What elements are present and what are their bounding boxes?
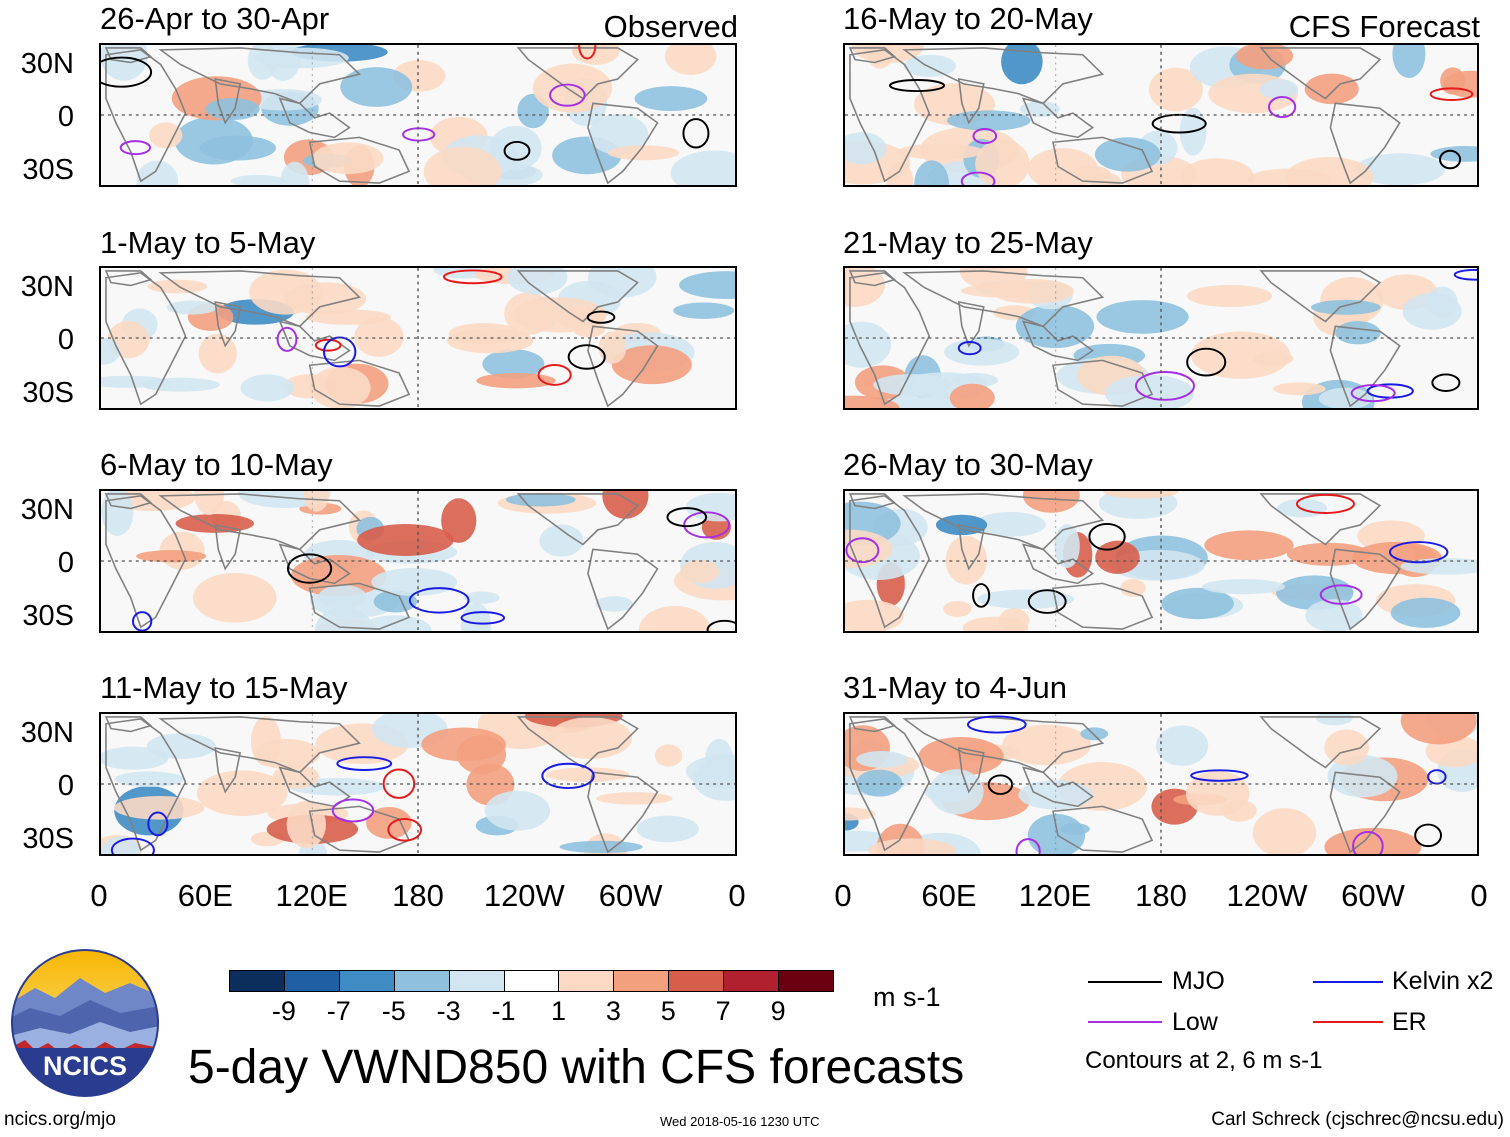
latitude-label: 30S — [22, 600, 74, 632]
ncics-logo: NCICS — [11, 949, 159, 1097]
forecast-label: CFS Forecast — [1288, 9, 1480, 44]
legend-kelvin-line — [1313, 981, 1383, 983]
colorbar-tick-label: 7 — [715, 996, 731, 1026]
panel-title: 26-May to 30-May — [843, 447, 1093, 482]
map-panel-forecast-4 — [843, 712, 1479, 856]
legend-er-line — [1313, 1021, 1383, 1023]
colorbar-tick-label: 3 — [605, 996, 621, 1026]
colorbar-swatch — [613, 970, 670, 992]
logo-text: NCICS — [43, 1051, 127, 1081]
colorbar-swatch — [778, 970, 834, 992]
latitude-label: 0 — [57, 547, 74, 579]
longitude-label: 180 — [392, 878, 444, 913]
panel-title: 21-May to 25-May — [843, 225, 1093, 260]
map-panel-forecast-3 — [843, 489, 1479, 633]
latitude-label: 30N — [20, 717, 74, 749]
colorbar-swatch — [558, 970, 615, 992]
colorbar-swatch — [723, 970, 780, 992]
colorbar-tick-label: -5 — [381, 996, 406, 1026]
panel-title: 31-May to 4-Jun — [843, 670, 1067, 705]
colorbar-units: m s-1 — [873, 982, 941, 1012]
panel-title: 6-May to 10-May — [100, 447, 333, 482]
colorbar-tick-label: 1 — [550, 996, 566, 1026]
colorbar-swatch — [229, 970, 285, 992]
colorbar-tick-label: 9 — [770, 996, 786, 1026]
panel-title: 16-May to 20-May — [843, 1, 1093, 36]
legend-er-label: ER — [1392, 1008, 1427, 1036]
longitude-label: 120W — [483, 878, 565, 913]
map-panel-observed-4 — [99, 712, 737, 856]
longitude-label: 0 — [834, 878, 852, 913]
longitude-label: 60W — [1341, 878, 1405, 913]
longitude-label: 60W — [598, 878, 663, 913]
latitude-label: 30N — [20, 271, 74, 303]
colorbar-tick-label: -7 — [326, 996, 351, 1026]
latitude-label: 30S — [22, 154, 74, 186]
legend-kelvin-label: Kelvin x2 — [1392, 967, 1494, 995]
observed-label: Observed — [603, 9, 738, 44]
colorbar-swatch — [393, 970, 450, 992]
contours-note: Contours at 2, 6 m s-1 — [1085, 1047, 1323, 1074]
map-panel-forecast-1 — [843, 43, 1479, 187]
latitude-label: 0 — [57, 101, 74, 133]
latitude-label: 30N — [20, 494, 74, 526]
colorbar-ticks: -9 -7 -5 -3 -1 1 3 5 7 9 — [229, 996, 833, 1026]
latitude-label: 0 — [57, 324, 74, 356]
main-title: 5-day VWND850 with CFS forecasts — [188, 1041, 965, 1094]
legend-mjo-line — [1088, 981, 1162, 983]
longitude-label: 120E — [275, 878, 348, 913]
longitude-label: 0 — [90, 878, 108, 913]
colorbar-tick-label: -3 — [436, 996, 461, 1026]
colorbar-tick-label: -9 — [271, 996, 296, 1026]
colorbar-tick-label: 5 — [660, 996, 676, 1026]
colorbar-swatch — [503, 970, 560, 992]
latitude-label: 0 — [57, 770, 74, 802]
panel-title: 1-May to 5-May — [100, 225, 316, 260]
colorbar-swatch — [283, 970, 340, 992]
longitude-label: 120E — [1018, 878, 1092, 913]
footer-credit: Carl Schreck (cjschrec@ncsu.edu) — [1211, 1109, 1504, 1130]
colorbar-swatch — [448, 970, 505, 992]
colorbar-tick-label: -1 — [491, 996, 516, 1026]
map-panel-observed-2 — [99, 266, 737, 410]
footer-timestamp: Wed 2018-05-16 1230 UTC — [660, 1114, 820, 1129]
longitude-label: 0 — [1470, 878, 1488, 913]
longitude-label: 0 — [728, 878, 746, 913]
colorbar — [229, 970, 834, 992]
footer-url[interactable]: ncics.org/mjo — [4, 1109, 116, 1130]
latitude-label: 30S — [22, 823, 74, 855]
longitude-label: 180 — [1135, 878, 1187, 913]
colorbar-swatch — [668, 970, 725, 992]
legend-low-label: Low — [1172, 1008, 1218, 1036]
map-panel-observed-3 — [99, 489, 737, 633]
latitude-label: 30N — [20, 48, 74, 80]
colorbar-swatch — [338, 970, 395, 992]
longitude-label: 60E — [921, 878, 977, 913]
longitude-label: 120W — [1226, 878, 1308, 913]
panel-title: 11-May to 15-May — [100, 670, 348, 705]
longitude-label: 60E — [177, 878, 233, 913]
panel-title: 26-Apr to 30-Apr — [100, 1, 330, 36]
map-panel-forecast-2 — [843, 266, 1479, 410]
map-panel-observed-1 — [99, 43, 737, 187]
legend-low-line — [1088, 1021, 1162, 1023]
latitude-label: 30S — [22, 377, 74, 409]
legend-mjo-label: MJO — [1172, 967, 1225, 995]
